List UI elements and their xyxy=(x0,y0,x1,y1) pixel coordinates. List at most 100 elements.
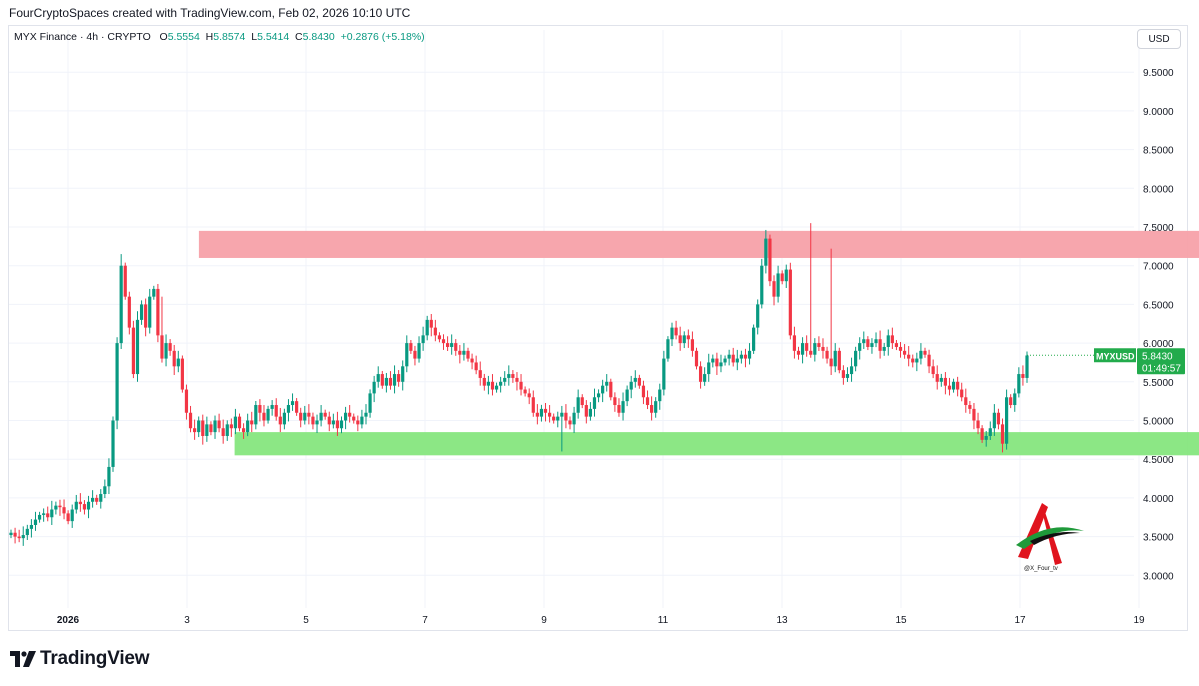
candle-body xyxy=(572,412,576,425)
candle-body xyxy=(46,513,50,518)
candle-body xyxy=(458,350,462,355)
candle-body xyxy=(670,327,674,340)
candle-body xyxy=(450,343,454,347)
candle-body xyxy=(33,519,38,525)
candle-body xyxy=(164,343,168,359)
price-tag-countdown: 01:49:57 xyxy=(1142,363,1181,374)
candle-body xyxy=(662,358,666,390)
candle-body xyxy=(360,416,364,425)
candle-body xyxy=(17,536,21,539)
candle-body xyxy=(474,362,478,371)
candle-body xyxy=(980,428,984,440)
y-tick-label: 5.5000 xyxy=(1143,378,1174,389)
candle-body xyxy=(992,412,996,429)
candle-body xyxy=(486,381,490,386)
candle-body xyxy=(923,350,927,355)
candle-body xyxy=(556,416,560,421)
candle-body xyxy=(605,381,609,386)
candle-body xyxy=(800,343,805,355)
candle-body xyxy=(225,424,229,436)
candle-body xyxy=(523,389,527,394)
candle-body xyxy=(552,416,556,421)
currency-button[interactable]: USD xyxy=(1137,29,1181,49)
candle-body xyxy=(543,408,548,413)
header-text: FourCryptoSpaces created with TradingVie… xyxy=(9,6,411,20)
candle-body xyxy=(849,366,854,375)
candle-body xyxy=(1017,374,1021,394)
candle-body xyxy=(927,354,931,367)
candle-body xyxy=(392,374,397,386)
candle-body xyxy=(86,501,91,510)
candle-body xyxy=(784,269,788,282)
candle-body xyxy=(678,335,682,344)
candle-body xyxy=(429,319,433,328)
candle-body xyxy=(339,420,344,429)
candle-body xyxy=(833,350,837,367)
x-tick-label: 7 xyxy=(422,615,428,626)
candle-body xyxy=(690,339,695,351)
candle-body xyxy=(421,335,425,344)
candle-body xyxy=(99,494,103,502)
candle-body xyxy=(666,339,670,359)
candle-body xyxy=(756,304,760,328)
candle-body xyxy=(902,350,907,355)
candle-body xyxy=(343,412,348,421)
candle-body xyxy=(968,405,972,409)
candle-body xyxy=(613,397,617,406)
candle-body xyxy=(409,343,413,351)
candle-body xyxy=(894,343,899,347)
candle-body xyxy=(466,350,470,359)
candle-body xyxy=(731,354,735,363)
candle-body xyxy=(209,424,213,433)
candle-body xyxy=(951,381,956,390)
candle-body xyxy=(694,350,699,367)
candle-body xyxy=(123,265,127,297)
tradingview-brand: TradingView xyxy=(40,648,150,669)
chart-frame[interactable] xyxy=(8,25,1188,631)
candle-body xyxy=(21,535,25,539)
watermark-logo: @X_Four_tv xyxy=(1016,503,1084,572)
candle-body xyxy=(866,339,870,347)
candle-body xyxy=(776,273,780,297)
candle-body xyxy=(37,514,42,520)
candle-body xyxy=(854,350,858,367)
candle-body xyxy=(919,350,923,359)
candle-body xyxy=(482,377,486,386)
close-label: C xyxy=(295,31,303,43)
candle-body xyxy=(739,354,743,359)
price-tag-symbol: MYXUSD xyxy=(1096,351,1135,361)
y-tick-label: 8.5000 xyxy=(1143,146,1174,157)
candle-body xyxy=(898,346,903,351)
candle-body xyxy=(237,416,242,429)
candle-body xyxy=(956,381,960,390)
candle-body xyxy=(743,354,748,359)
low-value: 5.5414 xyxy=(257,31,290,43)
candle-body xyxy=(299,412,303,421)
symbol-name[interactable]: MYX Finance · 4h · CRYPTO xyxy=(14,31,151,43)
candle-body xyxy=(372,381,376,394)
open-label: O xyxy=(159,31,168,43)
candle-body xyxy=(417,343,421,359)
candle-body xyxy=(425,319,429,336)
candle-body xyxy=(78,501,82,505)
y-tick-label: 6.0000 xyxy=(1143,339,1174,350)
candle-body xyxy=(890,335,894,344)
candle-body xyxy=(397,374,401,382)
candle-body xyxy=(703,374,707,382)
candle-body xyxy=(433,327,437,336)
candle-body xyxy=(156,288,160,336)
candle-body xyxy=(584,405,588,417)
candle-body xyxy=(205,424,209,436)
candle-body xyxy=(1009,397,1013,406)
candle-body xyxy=(352,416,356,421)
watermark-swoosh xyxy=(1016,527,1084,549)
y-tick-label: 3.5000 xyxy=(1143,533,1174,544)
y-tick-label: 9.5000 xyxy=(1143,68,1174,79)
candle-body xyxy=(727,354,731,359)
tradingview-logo[interactable]: TradingView xyxy=(10,648,150,670)
candle-body xyxy=(266,408,270,421)
candle-body xyxy=(715,358,719,367)
candle-body xyxy=(747,350,752,359)
candle-body xyxy=(246,420,250,433)
